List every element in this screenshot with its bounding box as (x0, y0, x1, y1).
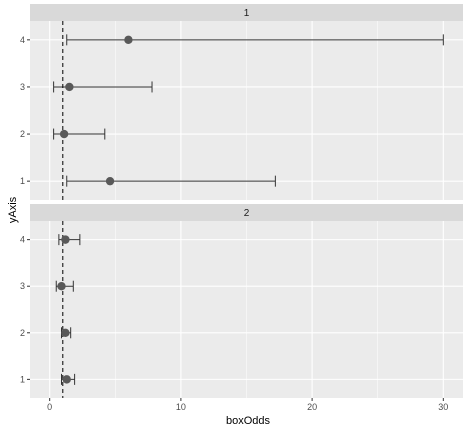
errorbar-1-1 (66, 175, 276, 187)
y-tick-label: 3 (20, 82, 25, 92)
facet-panel-2: 2 1 2 3 4 (20, 204, 463, 398)
data-point (105, 176, 115, 186)
data-point (61, 328, 70, 337)
data-point (57, 282, 66, 291)
x-tick-label: 30 (438, 402, 448, 412)
facet-strip-label: 2 (244, 208, 250, 219)
y-axis-title: yAxis (7, 196, 19, 223)
y-tick-label: 1 (20, 374, 25, 384)
x-tick-label: 0 (47, 402, 52, 412)
data-point (124, 35, 133, 45)
x-axis: 0 10 20 30 (47, 398, 448, 412)
y-tick-label: 4 (20, 35, 25, 45)
facet-strip-label: 1 (244, 8, 250, 19)
data-point (59, 129, 69, 139)
facet-strip (30, 204, 463, 221)
x-axis-title: boxOdds (226, 415, 271, 427)
facet-panel-1: 1 1 2 3 4 (20, 4, 463, 200)
data-point (61, 235, 70, 244)
x-tick-label: 20 (307, 402, 317, 412)
y-tick-label: 1 (20, 176, 25, 186)
facet-panels: 1 1 2 3 4 2 1 2 3 4 0 10 20 30 (20, 4, 463, 412)
facet-strip (30, 4, 463, 21)
x-tick-label: 10 (176, 402, 186, 412)
data-point (62, 375, 71, 384)
data-point (65, 82, 74, 92)
y-tick-label: 4 (20, 235, 25, 245)
y-tick-label: 2 (20, 129, 25, 139)
y-tick-label: 2 (20, 328, 25, 338)
y-tick-label: 3 (20, 281, 25, 291)
